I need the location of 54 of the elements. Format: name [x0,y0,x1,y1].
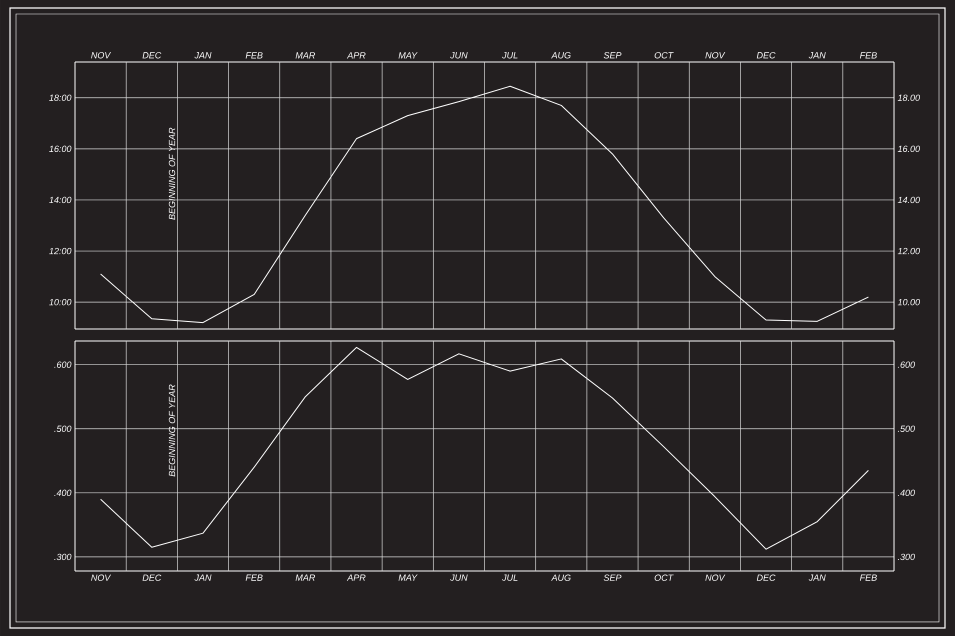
y2-tick-label: .600 [898,362,915,368]
x-tick-label: JUN [450,52,468,58]
y-tick-label: .500 [54,426,72,432]
x-tick-label: OCT [654,52,674,58]
x-tick-label: DEC [756,574,776,581]
x-tick-label: MAY [398,52,418,58]
y2-tick-label: .500 [898,426,915,432]
x-tick-label: FEB [860,574,877,581]
y-tick-label: .400 [54,490,72,496]
x-tick-label: OCT [654,574,674,581]
x-tick-label: AUG [551,574,571,581]
y2-tick-label: 18.00 [898,94,920,101]
x-tick-label: JAN [808,574,826,581]
y-tick-label: 18:00 [49,94,72,101]
x-tick-label: MAR [296,52,316,58]
y-tick-label: 10:00 [49,298,72,306]
x-tick-label: JAN [808,52,826,58]
x-tick-label: NOV [91,52,112,58]
x-tick-label: SEP [604,52,622,58]
line-series [100,86,869,324]
y-tick-label: .600 [54,362,72,368]
y-tick-label: .300 [54,554,72,560]
x-tick-label: JUL [502,52,518,58]
x-tick-label: MAR [296,574,316,581]
x-tick-label: DEC [142,574,162,581]
line-series [100,346,869,550]
x-tick-label: JAN [194,52,212,58]
x-tick-label: FEB [246,574,263,581]
x-tick-label: JAN [194,574,212,581]
annotation: BEGINNING OF YEAR [168,384,176,477]
x-tick-label: DEC [756,52,776,58]
x-tick-label: NOV [91,574,112,581]
x-tick-label: MAY [398,574,418,581]
y-tick-label: 14:00 [49,196,72,204]
x-tick-label: SEP [604,574,622,581]
x-tick-label: APR [346,574,366,581]
y2-tick-label: 12.00 [898,248,920,254]
x-tick-label: JUL [502,574,518,581]
y-tick-label: 16:00 [49,146,72,152]
x-tick-label: NOV [705,574,726,581]
x-tick-label: FEB [860,52,877,58]
x-tick-label: NOV [705,52,726,58]
annotation: BEGINNING OF YEAR [168,128,176,220]
x-tick-label: AUG [551,52,571,58]
x-tick-label: JUN [450,574,468,581]
y2-tick-label: .400 [898,490,915,496]
y2-tick-label: .300 [898,554,915,560]
y2-tick-label: 16.00 [898,146,920,152]
y2-tick-label: 14.00 [898,196,920,204]
y-tick-label: 12:00 [49,248,72,254]
x-tick-label: FEB [246,52,263,58]
x-tick-label: DEC [142,52,162,58]
x-tick-label: APR [346,52,366,58]
y2-tick-label: 10.00 [898,298,920,306]
